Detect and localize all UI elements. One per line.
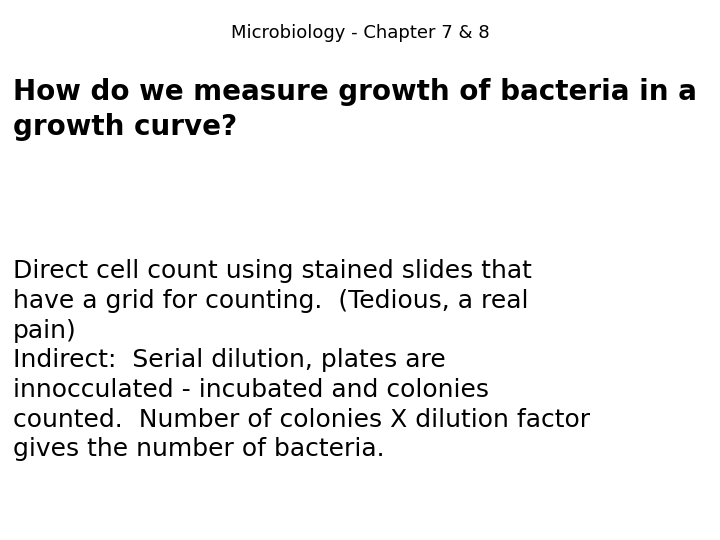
Text: How do we measure growth of bacteria in a
growth curve?: How do we measure growth of bacteria in … [13, 78, 697, 141]
Text: Microbiology - Chapter 7 & 8: Microbiology - Chapter 7 & 8 [230, 24, 490, 42]
Text: Direct cell count using stained slides that
have a grid for counting.  (Tedious,: Direct cell count using stained slides t… [13, 259, 590, 461]
